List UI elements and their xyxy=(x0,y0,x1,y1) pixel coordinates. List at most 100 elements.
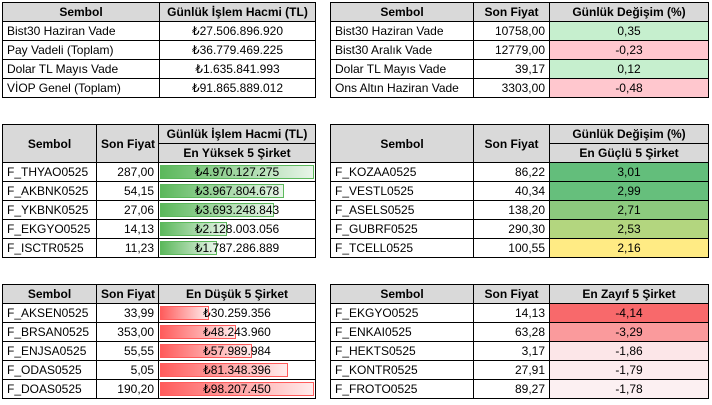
price-cell: 14,13 xyxy=(96,219,159,239)
symbol-cell: F_KONTR0525 xyxy=(330,360,474,380)
symbol-cell: F_GUBRF0525 xyxy=(330,219,474,239)
change-cell: -1,79 xyxy=(549,360,709,380)
volume-value: ₺48.243.960 xyxy=(203,325,271,339)
symbol-cell: F_YKBNK0525 xyxy=(2,200,97,220)
change-cell: 2,53 xyxy=(549,219,709,239)
symbol-cell: F_KOZAA0525 xyxy=(330,162,474,182)
table-row: F_THYAO0525 287,00 ₺4.970.127.275 xyxy=(2,162,316,182)
price-cell: 10758,00 xyxy=(473,21,550,41)
volume-value: ₺4.970.127.275 xyxy=(194,165,280,179)
symbol-cell: F_FROTO0525 xyxy=(330,379,474,399)
table-row: VİOP Genel (Toplam) ₺91.865.889.012 xyxy=(2,78,316,98)
price-cell: 54,15 xyxy=(96,181,159,201)
volume-bar-cell: ₺81.348.396 xyxy=(158,360,316,380)
change-cell: 0,12 xyxy=(549,59,709,79)
price-cell: 12779,00 xyxy=(473,40,550,60)
volume-cell: ₺91.865.889.012 xyxy=(159,78,316,98)
symbol-cell: Dolar TL Mayıs Vade xyxy=(330,59,474,79)
change-cell: 0,35 xyxy=(549,21,709,41)
col-header-change: Günlük Değişim (%) xyxy=(549,124,709,144)
col-header-weakest-5: En Zayıf 5 Şirket xyxy=(549,284,709,304)
volume-value: ₺1.787.286.889 xyxy=(194,241,280,255)
top-volume-table: Sembol Son Fiyat Günlük İşlem Hacmi (TL)… xyxy=(2,124,316,258)
volume-bar-cell: ₺3.967.804.678 xyxy=(158,181,316,201)
table-row: F_YKBNK0525 27,06 ₺3.693.248.843 xyxy=(2,200,316,220)
symbol-cell: Ons Altın Haziran Vade xyxy=(330,78,474,98)
price-cell: 27,91 xyxy=(473,360,550,380)
volume-value: ₺57.989.984 xyxy=(203,344,271,358)
symbol-cell: F_DOAS0525 xyxy=(2,379,97,399)
volume-bar-cell: ₺48.243.960 xyxy=(158,322,316,342)
change-cell: -3,29 xyxy=(549,322,709,342)
price-cell: 3303,00 xyxy=(473,78,550,98)
price-cell: 27,06 xyxy=(96,200,159,220)
col-header-price: Son Fiyat xyxy=(473,284,550,304)
col-header-sembol: Sembol xyxy=(2,284,97,304)
price-cell: 14,13 xyxy=(473,303,550,323)
symbol-cell: Bist30 Haziran Vade xyxy=(2,21,160,41)
symbol-cell: F_EKGYO0525 xyxy=(330,303,474,323)
change-cell: -0,23 xyxy=(549,40,709,60)
change-cell: -1,78 xyxy=(549,379,709,399)
col-header-change: Günlük Değişim (%) xyxy=(549,2,709,22)
symbol-cell: F_ENKAI0525 xyxy=(330,322,474,342)
price-cell: 100,55 xyxy=(473,238,550,258)
table-row: Bist30 Aralık Vade 12779,00 -0,23 xyxy=(330,40,709,60)
change-cell: 3,01 xyxy=(549,162,709,182)
price-cell: 5,05 xyxy=(96,360,159,380)
price-cell: 89,27 xyxy=(473,379,550,399)
symbol-cell: F_BRSAN0525 xyxy=(2,322,97,342)
symbol-cell: VİOP Genel (Toplam) xyxy=(2,78,160,98)
change-cell: 2,99 xyxy=(549,181,709,201)
table-row: F_AKSEN0525 33,99 ₺30.259.356 xyxy=(2,303,316,323)
price-cell: 63,28 xyxy=(473,322,550,342)
volume-value: ₺3.967.804.678 xyxy=(194,184,280,198)
col-header-price: Son Fiyat xyxy=(473,2,550,22)
volume-value: ₺98.207.450 xyxy=(203,382,271,396)
col-header-price: Son Fiyat xyxy=(473,124,550,163)
symbol-cell: F_ODAS0525 xyxy=(2,360,97,380)
symbol-cell: Pay Vadeli (Toplam) xyxy=(2,40,160,60)
lowest-volume-table: Sembol Son Fiyat En Düşük 5 Şirket F_AKS… xyxy=(2,284,316,399)
symbol-cell: F_ENJSA0525 xyxy=(2,341,97,361)
col-header-price: Son Fiyat xyxy=(96,124,159,163)
change-cell: 2,16 xyxy=(549,238,709,258)
price-cell: 138,20 xyxy=(473,200,550,220)
col-header-sembol: Sembol xyxy=(2,2,160,22)
col-header-sembol: Sembol xyxy=(330,2,474,22)
col-header-sembol: Sembol xyxy=(330,124,474,163)
subheader-strongest-5: En Güçlü 5 Şirket xyxy=(549,143,709,163)
table-row: F_KOZAA0525 86,22 3,01 xyxy=(330,162,709,182)
volume-value: ₺2.128.003.056 xyxy=(194,222,280,236)
price-cell: 290,30 xyxy=(473,219,550,239)
change-cell: -1,86 xyxy=(549,341,709,361)
table-row: F_ODAS0525 5,05 ₺81.348.396 xyxy=(2,360,316,380)
volume-cell: ₺36.779.469.225 xyxy=(159,40,316,60)
change-cell: -4,14 xyxy=(549,303,709,323)
subheader-top-5: En Yüksek 5 Şirket xyxy=(158,143,316,163)
price-cell: 287,00 xyxy=(96,162,159,182)
volume-bar-cell: ₺30.259.356 xyxy=(158,303,316,323)
volume-value: ₺30.259.356 xyxy=(203,306,271,320)
table-row: F_DOAS0525 190,20 ₺98.207.450 xyxy=(2,379,316,399)
volume-bar xyxy=(160,306,209,320)
col-header-sembol: Sembol xyxy=(2,124,97,163)
symbol-cell: Bist30 Aralık Vade xyxy=(330,40,474,60)
symbol-cell: F_AKBNK0525 xyxy=(2,181,97,201)
volume-bar xyxy=(160,222,227,236)
volume-bar-cell: ₺98.207.450 xyxy=(158,379,316,399)
table-row: F_AKBNK0525 54,15 ₺3.967.804.678 xyxy=(2,181,316,201)
price-cell: 3,17 xyxy=(473,341,550,361)
volume-value: ₺81.348.396 xyxy=(203,363,271,377)
table-row: Dolar TL Mayıs Vade 39,17 0,12 xyxy=(330,59,709,79)
col-header-sembol: Sembol xyxy=(330,284,474,304)
volume-bar xyxy=(160,203,274,217)
price-cell: 55,55 xyxy=(96,341,159,361)
price-cell: 353,00 xyxy=(96,322,159,342)
volume-summary-table: Sembol Günlük İşlem Hacmi (TL) Bist30 Ha… xyxy=(2,2,316,98)
volume-bar-cell: ₺2.128.003.056 xyxy=(158,219,316,239)
symbol-cell: Bist30 Haziran Vade xyxy=(330,21,474,41)
weakest-table: Sembol Son Fiyat En Zayıf 5 Şirket F_EKG… xyxy=(330,284,709,399)
symbol-cell: F_VESTL0525 xyxy=(330,181,474,201)
symbol-cell: Dolar TL Mayıs Vade xyxy=(2,59,160,79)
